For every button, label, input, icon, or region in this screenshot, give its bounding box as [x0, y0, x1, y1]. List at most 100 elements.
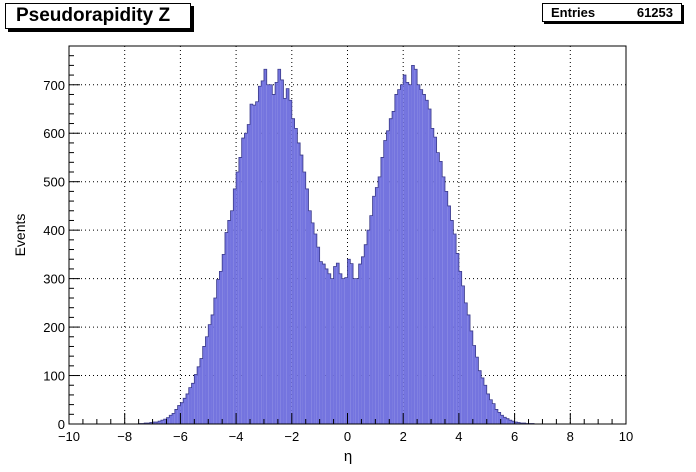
- histogram-bin: [230, 210, 234, 424]
- histogram-bin: [213, 298, 217, 424]
- y-tick-label: 300: [43, 272, 65, 287]
- histogram-bin: [205, 336, 209, 424]
- histogram-bin: [305, 188, 309, 424]
- histogram-bin: [369, 215, 373, 424]
- histogram-bin: [152, 422, 156, 424]
- histogram-bin: [211, 314, 214, 424]
- histogram-bin: [160, 420, 164, 424]
- histogram-bin: [328, 273, 331, 424]
- histogram-outline: [138, 64, 535, 424]
- histogram-bin: [336, 263, 340, 424]
- histogram-bin: [456, 253, 459, 424]
- histogram-bin: [419, 89, 423, 424]
- y-tick-label: 200: [43, 320, 65, 335]
- histogram-bin: [380, 157, 384, 424]
- histogram-bin: [425, 100, 429, 425]
- histogram-bin: [511, 421, 515, 424]
- histogram-bin: [238, 157, 242, 424]
- histogram-bin: [308, 210, 312, 424]
- histogram-bin: [339, 273, 342, 424]
- histogram-bin: [492, 403, 496, 424]
- histogram-bin: [397, 89, 401, 424]
- histogram-bin: [467, 314, 471, 424]
- histogram-bin: [208, 324, 212, 424]
- histogram-bin: [291, 118, 295, 424]
- histogram-bin: [322, 264, 326, 424]
- histogram-bin: [216, 279, 220, 424]
- histogram-bin: [272, 94, 276, 424]
- histogram-bin: [297, 142, 301, 424]
- histogram-bin: [255, 101, 259, 424]
- histogram-bin: [191, 383, 195, 424]
- histogram-bin: [386, 130, 390, 425]
- y-axis-ticks: 0 100 200 300 400 500 600 700: [43, 45, 80, 432]
- x-tick-label: 10: [619, 429, 633, 444]
- histogram-bin: [358, 264, 362, 424]
- histogram-bin: [514, 422, 518, 424]
- histogram-bin: [389, 118, 393, 424]
- histogram-bin: [447, 205, 451, 424]
- histogram-bin: [392, 111, 395, 424]
- histogram-bin: [394, 94, 398, 424]
- histogram-bin: [174, 409, 178, 424]
- histogram-bin: [353, 278, 356, 424]
- histogram-bin: [489, 399, 493, 424]
- histogram-bin: [194, 374, 198, 424]
- histogram-bin: [405, 82, 409, 424]
- histogram-bin: [347, 259, 351, 424]
- x-tick-label: −10: [58, 429, 80, 444]
- histogram-bin: [269, 84, 273, 425]
- histogram-bin: [325, 268, 329, 424]
- histogram-bin: [247, 124, 251, 424]
- histogram-bin: [294, 128, 298, 424]
- histogram-bin: [355, 278, 359, 424]
- histogram-bin: [341, 278, 345, 424]
- histogram-bin: [478, 370, 482, 424]
- x-axis-label: η: [344, 448, 352, 465]
- y-tick-label: 600: [43, 126, 65, 141]
- histogram-bin: [453, 234, 457, 424]
- x-tick-label: 2: [400, 429, 407, 444]
- y-tick-label: 0: [58, 417, 65, 432]
- y-tick-label: 100: [43, 369, 65, 384]
- histogram-bin: [172, 413, 175, 424]
- histogram-bin: [185, 393, 189, 424]
- y-axis-label: Events: [12, 214, 28, 257]
- histogram-bin: [383, 140, 387, 424]
- y-tick-label: 700: [43, 78, 65, 93]
- histogram-bin: [163, 419, 167, 424]
- histogram-bin: [378, 176, 381, 424]
- stats-box: Entries 61253: [542, 3, 682, 22]
- histogram-bin: [481, 377, 484, 424]
- x-tick-label: 0: [344, 429, 351, 444]
- histogram-bin: [458, 271, 462, 424]
- histogram-bin: [244, 133, 248, 424]
- histogram-bin: [311, 222, 315, 424]
- histogram-bin: [436, 152, 440, 424]
- histogram-bin: [408, 84, 412, 425]
- histogram-title: Pseudorapidity Z: [5, 3, 191, 29]
- histogram-bin: [428, 109, 432, 424]
- histogram-bin: [450, 220, 454, 424]
- histogram-bin: [289, 100, 292, 425]
- histogram-bin: [483, 385, 487, 424]
- histogram-bin: [319, 261, 323, 424]
- x-tick-label: 4: [455, 429, 462, 444]
- x-tick-label: −8: [117, 429, 132, 444]
- histogram-bin: [241, 138, 245, 425]
- histogram-bin: [375, 187, 379, 424]
- histogram-bin: [400, 84, 404, 425]
- histogram-bin: [180, 402, 184, 424]
- x-tick-label: −6: [173, 429, 188, 444]
- histogram-bin: [283, 98, 287, 424]
- histogram-bin: [250, 104, 253, 425]
- x-tick-label: 8: [567, 429, 574, 444]
- histogram-bin: [224, 232, 228, 424]
- x-axis-ticks: −10 −8 −6 −4 −2 0 2 4 6 8 10: [58, 413, 633, 444]
- histogram-bin: [177, 405, 181, 424]
- histogram-bin: [517, 422, 521, 424]
- histogram-bin: [202, 346, 206, 424]
- histogram-bin: [506, 418, 510, 424]
- grid-lines: [69, 46, 626, 424]
